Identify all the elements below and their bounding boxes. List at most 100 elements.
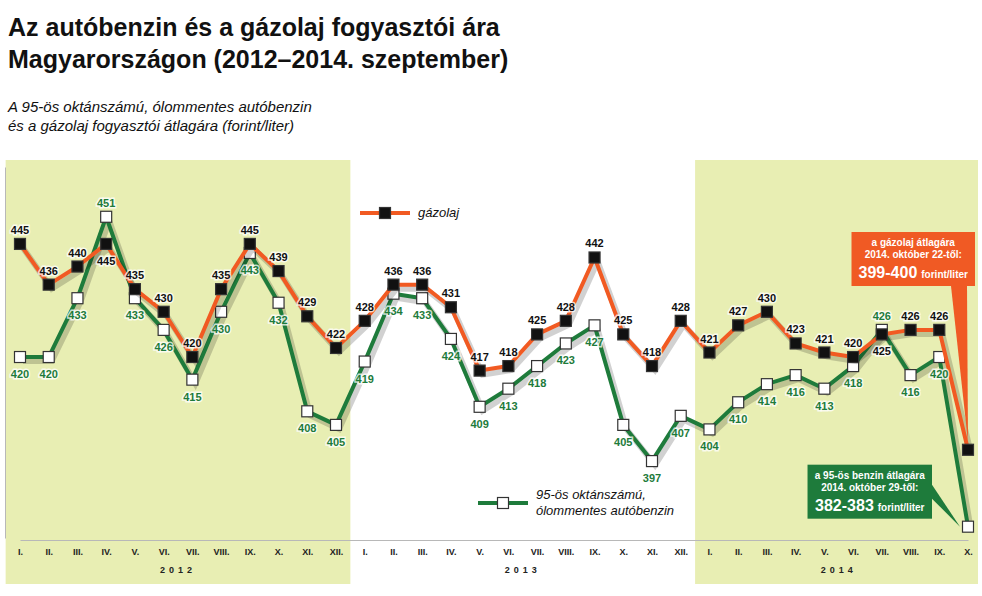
data-label: 425 (873, 345, 891, 357)
series-marker (187, 374, 198, 385)
x-tick: III. (418, 540, 428, 557)
series-marker (158, 306, 169, 317)
series-marker (158, 324, 169, 335)
series-marker (704, 347, 715, 358)
data-label: 436 (384, 265, 402, 277)
y-axis-line (5, 168, 6, 539)
data-label: 425 (528, 314, 546, 326)
series-marker (589, 320, 600, 331)
x-tick-label: VI. (503, 547, 514, 557)
subtitle-line: és a gázolaj fogyasztói átlagára (forint… (8, 117, 294, 134)
series-marker (388, 279, 399, 290)
year-label: 2014 (821, 565, 857, 575)
data-label: 423 (786, 323, 804, 335)
series-marker (761, 306, 772, 317)
annotation-unit: forint/liter (878, 502, 925, 513)
data-label: 426 (901, 310, 919, 322)
data-label: 418 (844, 377, 862, 389)
chart-svg: Az autóbenzin és a gázolaj fogyasztói ár… (0, 0, 982, 596)
series-marker (675, 315, 686, 326)
title-line: Magyarországon (2012–2014. szeptember) (8, 45, 508, 73)
data-label: 426 (873, 310, 891, 322)
series-marker (934, 324, 945, 335)
x-tick: V. (821, 540, 829, 557)
series-marker (905, 370, 916, 381)
data-label: 424 (442, 350, 461, 362)
x-tick-label: X. (620, 547, 629, 557)
legend-label: gázolaj (418, 205, 460, 220)
series-marker (129, 284, 140, 295)
series-marker (273, 297, 284, 308)
data-label: 425 (614, 314, 632, 326)
x-tick: III. (762, 540, 772, 557)
data-label: 410 (729, 413, 747, 425)
x-tick-label: XII. (674, 547, 688, 557)
data-label: 431 (442, 287, 460, 299)
x-tick-label: I. (18, 547, 23, 557)
data-label: 420 (930, 368, 948, 380)
data-label: 418 (499, 346, 517, 358)
series-marker (101, 238, 112, 249)
series-marker (560, 338, 571, 349)
data-label: 427 (729, 305, 747, 317)
data-label: 433 (126, 309, 144, 321)
data-label: 423 (557, 354, 575, 366)
x-tick-label: VIII. (903, 547, 919, 557)
data-labels: 4454364404454354304204354454394294224284… (11, 197, 949, 484)
series-marker (560, 315, 571, 326)
annotation-pointer (932, 485, 960, 527)
x-tick: II. (45, 540, 53, 557)
series-marker (963, 521, 974, 532)
x-axis: I.II.III.IV.V.VI.VII.VIII.IX.X.XI.XII.I.… (18, 540, 973, 557)
series-marker (417, 279, 428, 290)
series-marker (761, 379, 772, 390)
x-tick: IV. (102, 540, 112, 557)
series-marker (647, 456, 658, 467)
year-band (695, 160, 978, 584)
x-tick: X. (275, 540, 284, 557)
annotation-box (808, 465, 932, 519)
data-label: 421 (700, 333, 718, 345)
x-tick-label: I. (363, 547, 368, 557)
x-tick-label: VII. (876, 547, 890, 557)
data-label: 430 (212, 323, 230, 335)
annotation-price: 399-400 (859, 264, 918, 281)
year-labels: 201220132014 (160, 565, 857, 575)
data-label: 408 (298, 422, 316, 434)
x-tick: II. (735, 540, 743, 557)
data-label: 451 (97, 197, 115, 209)
series-marker (905, 324, 916, 335)
data-label: 445 (11, 224, 29, 236)
series-marker (532, 361, 543, 372)
x-tick-label: XII. (330, 547, 344, 557)
data-label: 417 (470, 351, 488, 363)
x-tick-label: VIII. (214, 547, 230, 557)
x-tick: XI. (302, 540, 313, 557)
annotation-unit: forint/liter (921, 269, 968, 280)
x-tick: IV. (791, 540, 801, 557)
annotation-box (852, 232, 975, 286)
data-label: 433 (413, 309, 431, 321)
series-marker (618, 419, 629, 430)
x-tick-label: VII. (531, 547, 545, 557)
series-marker (503, 383, 514, 394)
data-label: 421 (815, 333, 833, 345)
series-line-shadow (23, 221, 971, 531)
annotation-line: 2014. október 29-től: (821, 482, 918, 493)
x-tick-label: V. (821, 547, 829, 557)
y-axis (5, 168, 6, 539)
series-marker (187, 352, 198, 363)
series-marker (359, 356, 370, 367)
series-marker (790, 370, 801, 381)
data-label: 428 (557, 301, 575, 313)
data-label: 426 (930, 310, 948, 322)
legend-label-line: ólommentes autóbenzin (536, 503, 674, 518)
series-marker (647, 361, 658, 372)
series-marker (15, 352, 26, 363)
data-label: 435 (126, 269, 144, 281)
x-tick: VII. (876, 540, 890, 557)
subtitle-line: A 95-ös oktánszámú, ólommentes autóbenzi… (7, 98, 312, 115)
series-marker (733, 320, 744, 331)
series-marker (474, 365, 485, 376)
x-tick: I. (363, 540, 368, 557)
